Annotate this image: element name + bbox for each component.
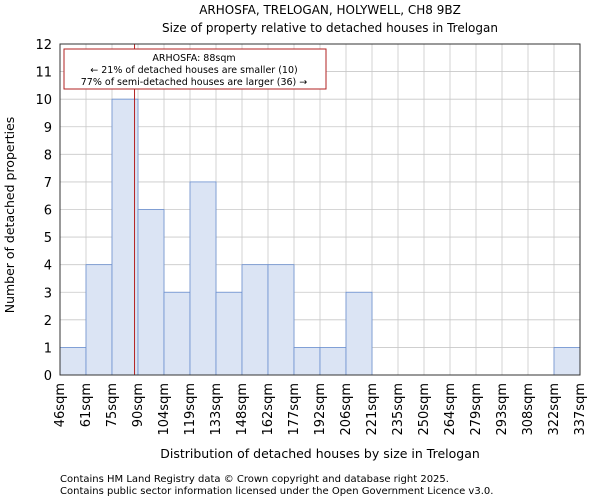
x-tick-label: 221sqm [365,383,380,436]
y-tick-label: 3 [44,286,52,301]
bar-206sqm [345,291,373,376]
annotation-box [63,48,327,90]
x-tick-label: 322sqm [547,383,562,436]
x-tick-label: 337sqm [573,383,588,436]
annotation-line3: 77% of semi-detached houses are larger (… [81,77,308,88]
x-tick-label: 192sqm [313,383,328,436]
y-tick-label: 5 [44,231,52,246]
x-axis-label: Distribution of detached houses by size … [160,446,480,461]
bar-192sqm [319,347,347,376]
y-tick-label: 2 [44,314,52,329]
x-tick-label: 293sqm [495,383,510,436]
x-tick-label: 104sqm [157,383,172,436]
chart-title-line2: Size of property relative to detached ho… [162,21,498,35]
y-tick-label: 11 [35,66,52,81]
bar-61sqm [85,264,113,376]
y-tick-label: 1 [44,341,52,356]
footer-line2: Contains public sector information licen… [60,486,493,497]
x-tick-label: 75sqm [105,383,120,427]
y-tick-label: 0 [44,369,52,384]
x-tick-label: 264sqm [443,383,458,436]
x-tick-label: 279sqm [469,383,484,436]
x-tick-label: 162sqm [261,383,276,436]
chart-title-line1: ARHOSFA, TRELOGAN, HOLYWELL, CH8 9BZ [199,3,461,17]
x-tick-label: 148sqm [235,383,250,436]
y-tick-label: 4 [44,259,52,274]
bar-119sqm [189,181,217,376]
x-tick-label: 119sqm [183,383,198,436]
annotation-line2: ← 21% of detached houses are smaller (10… [90,65,297,76]
bar-322sqm [553,347,581,376]
bar-177sqm [293,347,321,376]
footer-line1: Contains HM Land Registry data © Crown c… [60,474,449,485]
bars-group [59,98,581,376]
x-tick-label: 250sqm [417,383,432,436]
x-tick-label: 308sqm [521,383,536,436]
x-tick-label: 90sqm [131,383,146,427]
bar-133sqm [215,291,243,376]
bar-46sqm [59,347,87,376]
x-tick-label: 46sqm [53,383,68,427]
y-tick-label: 10 [35,93,52,108]
y-tick-label: 7 [44,176,52,191]
bar-148sqm [241,264,269,376]
bar-162sqm [267,264,295,376]
bar-90sqm [137,209,165,376]
x-tick-label: 133sqm [209,383,224,436]
y-tick-label: 12 [35,38,52,53]
y-tick-label: 8 [44,148,52,163]
y-tick-label: 9 [44,121,52,136]
y-tick-label: 6 [44,204,52,219]
bar-104sqm [163,291,191,376]
x-tick-label: 206sqm [339,383,354,436]
x-tick-label: 177sqm [287,383,302,436]
x-tick-label: 235sqm [391,383,406,436]
plot-frame [59,43,581,376]
annotation-line1: ARHOSFA: 88sqm [152,53,235,64]
y-axis-label: Number of detached properties [2,117,17,314]
x-tick-labels: 46sqm 61sqm 75sqm 90sqm 104sqm 119sqm 133sqm 14… [53,383,588,436]
x-tick-label: 61sqm [79,383,94,427]
